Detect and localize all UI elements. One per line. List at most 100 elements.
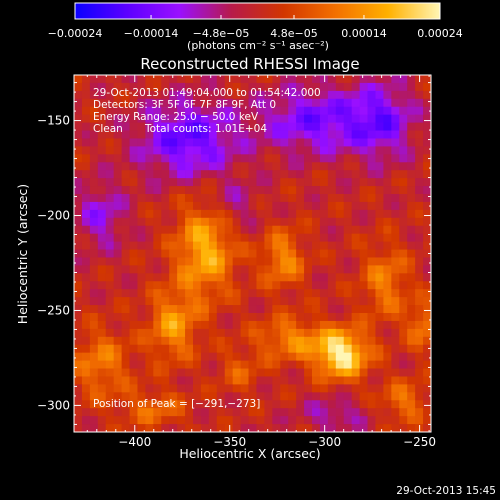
heatmap-cell [208, 233, 218, 242]
heatmap-cell [375, 90, 384, 100]
heatmap-cell [351, 352, 360, 361]
heatmap-cell [129, 336, 138, 346]
heatmap-cell [327, 201, 337, 211]
heatmap-cell [200, 360, 210, 369]
heatmap-cell [335, 289, 345, 298]
heatmap-cell [105, 328, 115, 338]
colorbar-tick-label: −0.00024 [48, 27, 103, 40]
heatmap-cell [391, 98, 400, 108]
heatmap-cell [137, 265, 146, 274]
heatmap-cell [319, 114, 329, 123]
heatmap-cell [153, 305, 162, 314]
heatmap-cell [248, 217, 257, 227]
heatmap-cell [169, 114, 178, 123]
axis-ticks: −400 −350 −300 −250−150−200−250−300 [37, 75, 436, 449]
heatmap-cell [153, 122, 162, 131]
heatmap-cell [153, 376, 162, 385]
heatmap-cell [312, 392, 321, 401]
heatmap-cell [391, 217, 400, 227]
heatmap-cell [105, 360, 115, 369]
heatmap-cell [256, 257, 265, 266]
heatmap-cell [327, 75, 337, 84]
heatmap-cell [208, 297, 218, 306]
heatmap-cell [232, 400, 241, 409]
heatmap-cell [415, 186, 424, 195]
heatmap-cell [200, 233, 210, 242]
heatmap-cell [256, 313, 265, 322]
heatmap-cell [185, 344, 194, 354]
heatmap-cell [193, 344, 202, 354]
heatmap-cell [343, 138, 353, 147]
heatmap-cell [224, 289, 234, 298]
heatmap-cell [383, 400, 392, 409]
heatmap-cell [288, 225, 297, 235]
heatmap-cell [145, 416, 154, 425]
heatmap-cell [200, 416, 210, 425]
heatmap-cell [200, 130, 210, 139]
heatmap-cell [399, 90, 408, 100]
heatmap-cell [391, 273, 400, 282]
heatmap-cell [161, 122, 170, 131]
heatmap-cell [335, 408, 345, 417]
heatmap-cell [256, 82, 265, 92]
heatmap-cell [399, 162, 408, 171]
heatmap-cell [145, 98, 154, 108]
heatmap-cell [169, 82, 178, 92]
heatmap-cell [423, 154, 432, 163]
heatmap-cell [383, 122, 392, 131]
heatmap-cell [383, 249, 392, 258]
heatmap-cell [129, 408, 138, 417]
heatmap-cell [407, 154, 416, 163]
heatmap-cell [423, 273, 432, 282]
heatmap-cell [74, 352, 83, 361]
heatmap-cell [312, 162, 321, 171]
heatmap-cell [208, 376, 218, 385]
heatmap-cell [407, 368, 416, 377]
heatmap-cell [161, 400, 170, 409]
heatmap-cell [129, 297, 138, 306]
heatmap-cell [129, 424, 138, 433]
heatmap-cell [113, 368, 122, 377]
heatmap-cell [177, 313, 186, 322]
heatmap-cell [240, 138, 249, 147]
heatmap-cell [161, 416, 170, 425]
heatmap-cell [169, 170, 178, 179]
heatmap-cell [359, 408, 368, 417]
heatmap-cell [208, 106, 218, 116]
heatmap-cell [193, 209, 202, 219]
heatmap-cell [264, 392, 273, 401]
heatmap-cell [113, 297, 122, 306]
heatmap-cell [121, 265, 130, 274]
heatmap-cell [105, 98, 115, 108]
heatmap-cell [288, 217, 297, 227]
heatmap-cell [232, 225, 241, 235]
heatmap-cell [312, 368, 321, 377]
heatmap-cell [359, 392, 368, 401]
heatmap-cell [240, 297, 249, 306]
heatmap-cell [224, 201, 234, 211]
heatmap-cell [200, 320, 210, 330]
heatmap-cell [391, 392, 400, 401]
heatmap-cell [121, 297, 130, 306]
heatmap-cell [193, 201, 202, 211]
heatmap-cell [169, 257, 178, 266]
heatmap-cell [280, 209, 289, 219]
heatmap-cell [288, 360, 297, 369]
heatmap-cell [272, 186, 281, 195]
heatmap-cell [169, 368, 178, 377]
heatmap-cell [200, 154, 210, 163]
heatmap-cell [216, 130, 226, 139]
heatmap-cell [129, 368, 138, 377]
heatmap-cell [288, 194, 297, 203]
heatmap-cell [280, 368, 289, 377]
heatmap-cell [304, 106, 313, 116]
heatmap-cell [240, 114, 249, 123]
heatmap-cell [113, 344, 122, 354]
heatmap-cell [256, 281, 265, 290]
heatmap-cell [272, 297, 281, 306]
heatmap-cell [415, 154, 424, 163]
heatmap-cell [367, 257, 376, 266]
heatmap-cell [343, 320, 353, 330]
heatmap-cell [351, 400, 360, 409]
heatmap-cell [169, 289, 178, 298]
